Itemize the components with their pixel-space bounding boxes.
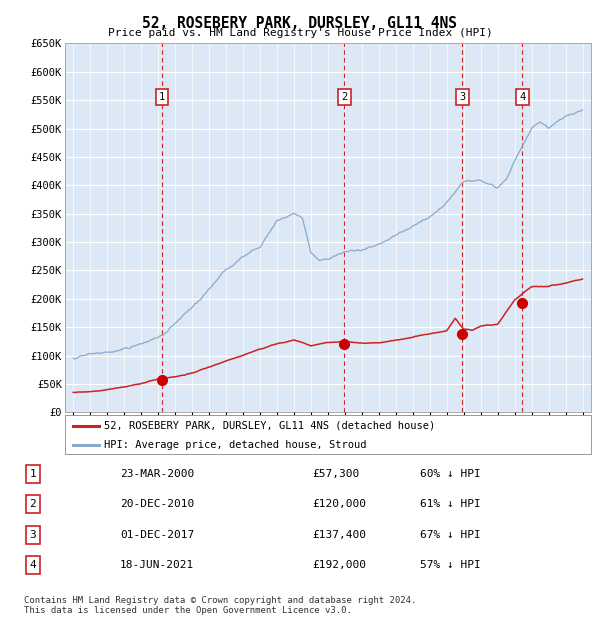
Text: Contains HM Land Registry data © Crown copyright and database right 2024.
This d: Contains HM Land Registry data © Crown c… — [24, 595, 416, 615]
Text: 1: 1 — [29, 469, 37, 479]
Text: 1: 1 — [159, 92, 165, 102]
Text: 52, ROSEBERY PARK, DURSLEY, GL11 4NS: 52, ROSEBERY PARK, DURSLEY, GL11 4NS — [143, 16, 458, 30]
Text: 60% ↓ HPI: 60% ↓ HPI — [420, 469, 481, 479]
Text: 3: 3 — [459, 92, 466, 102]
Text: 20-DEC-2010: 20-DEC-2010 — [120, 499, 194, 510]
Text: 2: 2 — [29, 499, 37, 510]
Text: 3: 3 — [29, 529, 37, 540]
Text: 01-DEC-2017: 01-DEC-2017 — [120, 529, 194, 540]
Text: 4: 4 — [29, 560, 37, 570]
Text: 52, ROSEBERY PARK, DURSLEY, GL11 4NS (detached house): 52, ROSEBERY PARK, DURSLEY, GL11 4NS (de… — [104, 421, 436, 431]
Text: 23-MAR-2000: 23-MAR-2000 — [120, 469, 194, 479]
Text: 4: 4 — [519, 92, 526, 102]
Text: HPI: Average price, detached house, Stroud: HPI: Average price, detached house, Stro… — [104, 440, 367, 450]
Text: £192,000: £192,000 — [312, 560, 366, 570]
Text: £57,300: £57,300 — [312, 469, 359, 479]
Text: £137,400: £137,400 — [312, 529, 366, 540]
Text: 57% ↓ HPI: 57% ↓ HPI — [420, 560, 481, 570]
Text: £120,000: £120,000 — [312, 499, 366, 510]
Text: 18-JUN-2021: 18-JUN-2021 — [120, 560, 194, 570]
Text: 61% ↓ HPI: 61% ↓ HPI — [420, 499, 481, 510]
Text: 2: 2 — [341, 92, 347, 102]
Text: Price paid vs. HM Land Registry's House Price Index (HPI): Price paid vs. HM Land Registry's House … — [107, 28, 493, 38]
Text: 67% ↓ HPI: 67% ↓ HPI — [420, 529, 481, 540]
